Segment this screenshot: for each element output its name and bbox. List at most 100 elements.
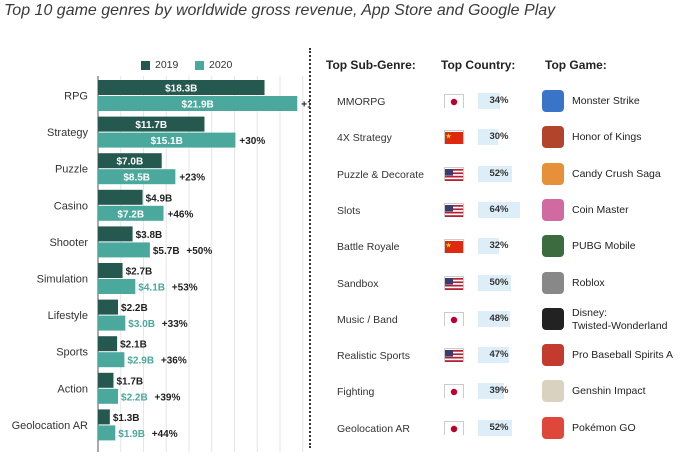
chart-title: Top 10 game genres by worldwide gross re… xyxy=(4,2,556,19)
country-share-bar xyxy=(478,129,498,146)
sub-genre-label: Slots xyxy=(337,204,361,217)
top-game-name: Pro Baseball Spirits A xyxy=(572,349,673,362)
section-divider xyxy=(309,48,311,448)
roblox-icon xyxy=(542,271,564,294)
country-share-bar xyxy=(478,310,510,327)
sub-genre-label: Fighting xyxy=(337,386,375,399)
honor-of-kings-icon xyxy=(542,126,564,149)
country-share-bar xyxy=(478,165,513,182)
value-label-2019: $1.7B xyxy=(116,376,143,387)
value-label-2020: $1.9B xyxy=(118,429,145,440)
top-game-name-line: Pokémon GO xyxy=(572,421,636,434)
value-label-2019: $4.9B xyxy=(146,193,173,204)
genre-row: MMORPG 34% Monster Strike xyxy=(0,90,700,116)
legend-2020: 2020 xyxy=(195,59,232,71)
genre-row: Realistic Sports 47% Pro Baseball Spirits … xyxy=(0,344,700,370)
country-flag xyxy=(444,275,464,290)
top-game-name-line: Disney: xyxy=(572,306,608,319)
value-label-2020: $21.9B xyxy=(182,100,214,111)
sub-genre-label: Battle Royale xyxy=(337,241,400,254)
country-share-label: 52% xyxy=(489,167,509,179)
top-game-name: Honor of Kings xyxy=(572,131,641,144)
sub-genre-label: Geolocation AR xyxy=(337,422,410,435)
legend-2019: 2019 xyxy=(141,59,178,71)
country-share-label: 30% xyxy=(489,131,509,143)
header-top-game: Top Game: xyxy=(545,58,607,72)
growth-label: +36% xyxy=(161,356,187,367)
bar-2019 xyxy=(98,116,205,132)
bar-2019 xyxy=(98,263,123,278)
us-flag-icon xyxy=(445,204,463,217)
legend-swatch-2019 xyxy=(141,60,150,70)
sub-genre-label: MMORPG xyxy=(337,96,386,108)
header-top-sub-genre: Top Sub-Genre: xyxy=(326,58,416,72)
bar-2019 xyxy=(98,372,114,388)
top-game-name-line: Candy Crush Saga xyxy=(572,167,661,180)
japan-flag-icon xyxy=(445,313,463,326)
growth-label: +44% xyxy=(152,429,178,440)
category-label: Strategy xyxy=(47,127,88,139)
japan-flag-icon xyxy=(445,422,463,435)
country-share: 52% xyxy=(478,419,520,436)
value-label-2020: $3.0B xyxy=(128,319,155,330)
country-share-label: 50% xyxy=(489,276,509,288)
us-flag-icon xyxy=(445,168,463,181)
country-share-bar xyxy=(478,383,504,400)
country-flag xyxy=(444,202,464,217)
legend-swatch-2020 xyxy=(195,60,204,70)
genre-row: Slots 64% Coin Master xyxy=(0,198,700,225)
bar-2020 xyxy=(98,132,236,148)
country-share: 48% xyxy=(478,310,520,327)
country-flag xyxy=(444,384,464,399)
genre-row: Music / Band 48% Disney: Twisted-Wonderland xyxy=(0,306,700,334)
country-share-bar xyxy=(478,93,501,109)
country-share-label: 52% xyxy=(489,421,509,433)
country-share: 50% xyxy=(478,274,520,291)
sub-genre-label: 4X Strategy xyxy=(337,132,392,145)
japan-flag-icon xyxy=(445,96,463,108)
growth-label: +39% xyxy=(155,392,181,403)
value-label-2019: $2.7B xyxy=(126,267,153,278)
country-share: 30% xyxy=(478,129,520,146)
country-flag xyxy=(444,94,464,108)
top-game-name: PUBG Mobile xyxy=(572,240,636,253)
bar-2019 xyxy=(98,189,143,205)
top-game-name: Roblox xyxy=(572,277,605,290)
growth-label: +50% xyxy=(186,246,212,257)
bar-2020 xyxy=(98,169,176,185)
country-share-bar xyxy=(478,274,511,291)
country-share-label: 47% xyxy=(489,349,509,361)
category-label: Geolocation AR xyxy=(12,420,88,432)
legend-label-2020: 2020 xyxy=(209,59,233,71)
coin-master-icon xyxy=(542,198,564,221)
bar-2020 xyxy=(98,205,164,221)
bar-2019 xyxy=(98,299,119,315)
top-game-name-line: Monster Strike xyxy=(572,95,640,107)
top-game-name: Coin Master xyxy=(572,204,629,217)
category-label: Casino xyxy=(54,200,88,212)
value-label-2019: $3.8B xyxy=(136,230,163,241)
country-share: 47% xyxy=(478,347,520,364)
bar-2019 xyxy=(98,409,110,425)
country-share: 39% xyxy=(478,383,520,400)
value-label-2019: $2.2B xyxy=(121,303,148,314)
bar-2019 xyxy=(98,226,133,242)
value-label-2019: $7.0B xyxy=(117,157,144,168)
top-game-name-line: PUBG Mobile xyxy=(572,240,636,253)
bar-2019 xyxy=(98,336,118,352)
category-label: Lifestyle xyxy=(48,310,88,322)
country-flag xyxy=(444,239,464,254)
value-label-2020: $8.5B xyxy=(123,173,150,184)
country-share-bar xyxy=(478,347,509,364)
twisted-wonderland-icon xyxy=(542,307,564,330)
country-flag xyxy=(444,420,464,435)
legend-label-2019: 2019 xyxy=(155,59,179,71)
monster-strike-icon xyxy=(542,90,564,112)
value-label-2020: $5.7B xyxy=(153,246,180,257)
top-game-name: Pokémon GO xyxy=(572,422,636,435)
country-share-bar xyxy=(478,238,499,255)
top-game-name: Candy Crush Saga xyxy=(572,168,661,181)
growth-label: +19% xyxy=(301,100,310,111)
bar-2020 xyxy=(98,315,126,331)
country-share-label: 64% xyxy=(489,203,509,215)
